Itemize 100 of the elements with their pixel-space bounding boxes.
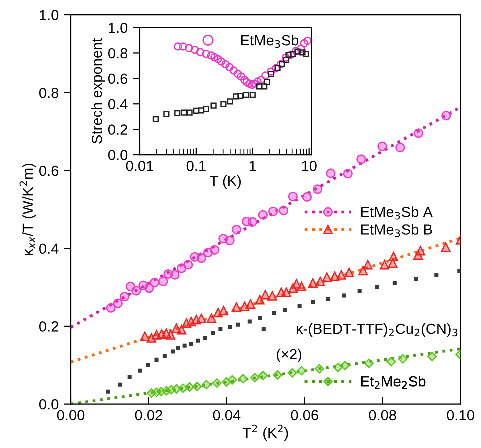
point — [176, 325, 186, 335]
point — [232, 302, 242, 312]
point — [140, 332, 150, 342]
point — [386, 357, 396, 367]
point — [364, 358, 374, 368]
point — [288, 368, 298, 378]
x-tick-label: 0.04 — [213, 410, 241, 421]
y-tick-label: 0.8 — [108, 48, 128, 59]
x-tick-label: 0.1 — [186, 160, 206, 172]
x-tick-label: 0.01 — [126, 160, 154, 172]
legend-label: EtMe$_{3}$Sb — [242, 34, 299, 48]
y-tick-label: 0.4 — [39, 244, 59, 254]
point — [458, 269, 461, 274]
point — [428, 352, 438, 362]
point — [219, 306, 229, 316]
x-tick-label: 1 — [250, 161, 256, 172]
point — [279, 206, 289, 216]
point — [282, 288, 292, 298]
point — [106, 303, 116, 313]
point — [260, 290, 270, 300]
point — [178, 384, 188, 394]
point — [236, 322, 240, 327]
x-tick-label: 0.02 — [135, 410, 162, 421]
point — [238, 374, 248, 384]
y-tick-label: 1.0 — [40, 10, 59, 20]
point — [250, 373, 260, 383]
point — [272, 311, 276, 316]
point — [375, 285, 380, 290]
point — [342, 294, 346, 298]
legend-label: EtMe$_{3}$Sb A — [361, 206, 433, 220]
point — [248, 217, 258, 227]
point — [128, 375, 132, 380]
point — [202, 380, 212, 390]
y-tick-label: 0.2 — [39, 322, 58, 332]
point — [255, 295, 265, 305]
point — [398, 354, 408, 364]
point — [312, 184, 323, 194]
point — [330, 272, 340, 282]
point — [176, 346, 180, 350]
point — [240, 302, 250, 312]
point — [225, 236, 235, 246]
point — [248, 320, 252, 324]
x-tick-label: 0.08 — [369, 410, 396, 421]
point — [356, 154, 366, 164]
point — [150, 278, 160, 288]
point — [196, 254, 206, 264]
point — [258, 371, 268, 381]
point — [258, 316, 262, 320]
legend-label: EtMe$_{3}$Sb B — [361, 224, 432, 238]
y-axis-title: Strech exponent — [92, 38, 106, 144]
point — [246, 299, 256, 310]
point — [144, 284, 154, 294]
point — [158, 276, 168, 286]
point — [222, 377, 232, 387]
point — [218, 327, 223, 332]
point — [282, 308, 288, 312]
point — [358, 289, 362, 294]
point — [146, 362, 150, 368]
point — [396, 142, 406, 153]
point — [162, 354, 167, 358]
point — [154, 358, 159, 362]
point — [292, 279, 302, 289]
point — [232, 225, 242, 235]
point — [297, 366, 307, 376]
point — [414, 128, 424, 138]
y-tick-label: 0.6 — [108, 74, 128, 84]
y-tick-label: 1.0 — [109, 22, 128, 34]
point — [272, 370, 282, 380]
point — [344, 268, 354, 278]
point — [316, 276, 326, 286]
y-tick-label: 0.4 — [108, 99, 128, 110]
point — [388, 252, 399, 262]
point — [196, 314, 206, 324]
point — [185, 382, 195, 392]
point — [146, 333, 156, 343]
point — [326, 297, 330, 302]
y-tick-label: 0.0 — [108, 150, 128, 160]
y-tick-label: 0.0 — [39, 399, 59, 410]
point — [211, 331, 216, 336]
point — [203, 336, 208, 340]
legend-label: Et$_{2}$Me$_{2}$Sb — [361, 376, 426, 389]
point — [298, 304, 302, 308]
point — [192, 382, 202, 392]
point — [113, 298, 123, 308]
point — [132, 286, 142, 296]
point — [196, 338, 200, 343]
point — [166, 330, 176, 340]
point — [288, 192, 298, 202]
legend-label: κ-(BEDT-TTF)$_{2}$Cu$_{2}$(CN)$_{3}$ — [296, 323, 458, 338]
point — [314, 364, 324, 374]
y-tick-label: 0.2 — [108, 124, 128, 135]
point — [434, 273, 439, 278]
point — [311, 300, 316, 304]
point — [336, 270, 346, 280]
point — [268, 206, 278, 216]
point — [106, 390, 110, 394]
point — [171, 350, 176, 354]
x-tick-label: 10 — [302, 160, 317, 172]
point — [392, 281, 397, 286]
point — [118, 382, 122, 387]
